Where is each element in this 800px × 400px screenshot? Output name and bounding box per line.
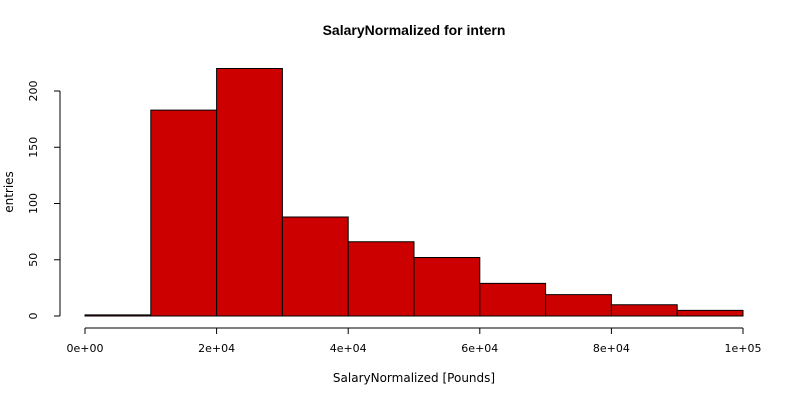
x-axis-label: SalaryNormalized [Pounds] bbox=[333, 371, 495, 385]
histogram-bar-5 bbox=[347, 241, 415, 317]
x-tick-label-4: 8e+04 bbox=[593, 342, 630, 355]
y-axis-label: entries bbox=[2, 171, 16, 213]
x-tick-label-3: 6e+04 bbox=[461, 342, 498, 355]
histogram-bar-2 bbox=[150, 109, 218, 317]
y-tick-label-4: 200 bbox=[27, 81, 40, 102]
x-tick-label-2: 4e+04 bbox=[330, 342, 367, 355]
y-tick-label-3: 150 bbox=[27, 137, 40, 158]
x-tick-label-1: 2e+04 bbox=[198, 342, 235, 355]
y-tick-label-0: 0 bbox=[27, 313, 40, 320]
chart-title: SalaryNormalized for intern bbox=[323, 22, 506, 38]
x-tick-label-0: 0e+00 bbox=[67, 342, 104, 355]
y-axis: 0 50 100 150 200 bbox=[27, 81, 61, 320]
histogram-bar-6 bbox=[413, 257, 481, 317]
bars-group bbox=[84, 68, 744, 317]
histogram-bar-1 bbox=[84, 314, 152, 317]
x-tick-label-5: 1e+05 bbox=[725, 342, 762, 355]
histogram-bar-3 bbox=[216, 68, 283, 317]
histogram-bar-9 bbox=[610, 304, 678, 317]
y-tick-label-1: 50 bbox=[27, 253, 40, 267]
histogram-bar-8 bbox=[545, 294, 612, 317]
histogram-bar-7 bbox=[479, 282, 547, 317]
x-axis: 0e+00 2e+04 4e+04 6e+04 8e+04 1e+05 bbox=[67, 327, 762, 355]
y-tick-label-2: 100 bbox=[27, 193, 40, 214]
histogram-bar-10 bbox=[676, 309, 744, 317]
histogram-bar-4 bbox=[281, 216, 349, 317]
